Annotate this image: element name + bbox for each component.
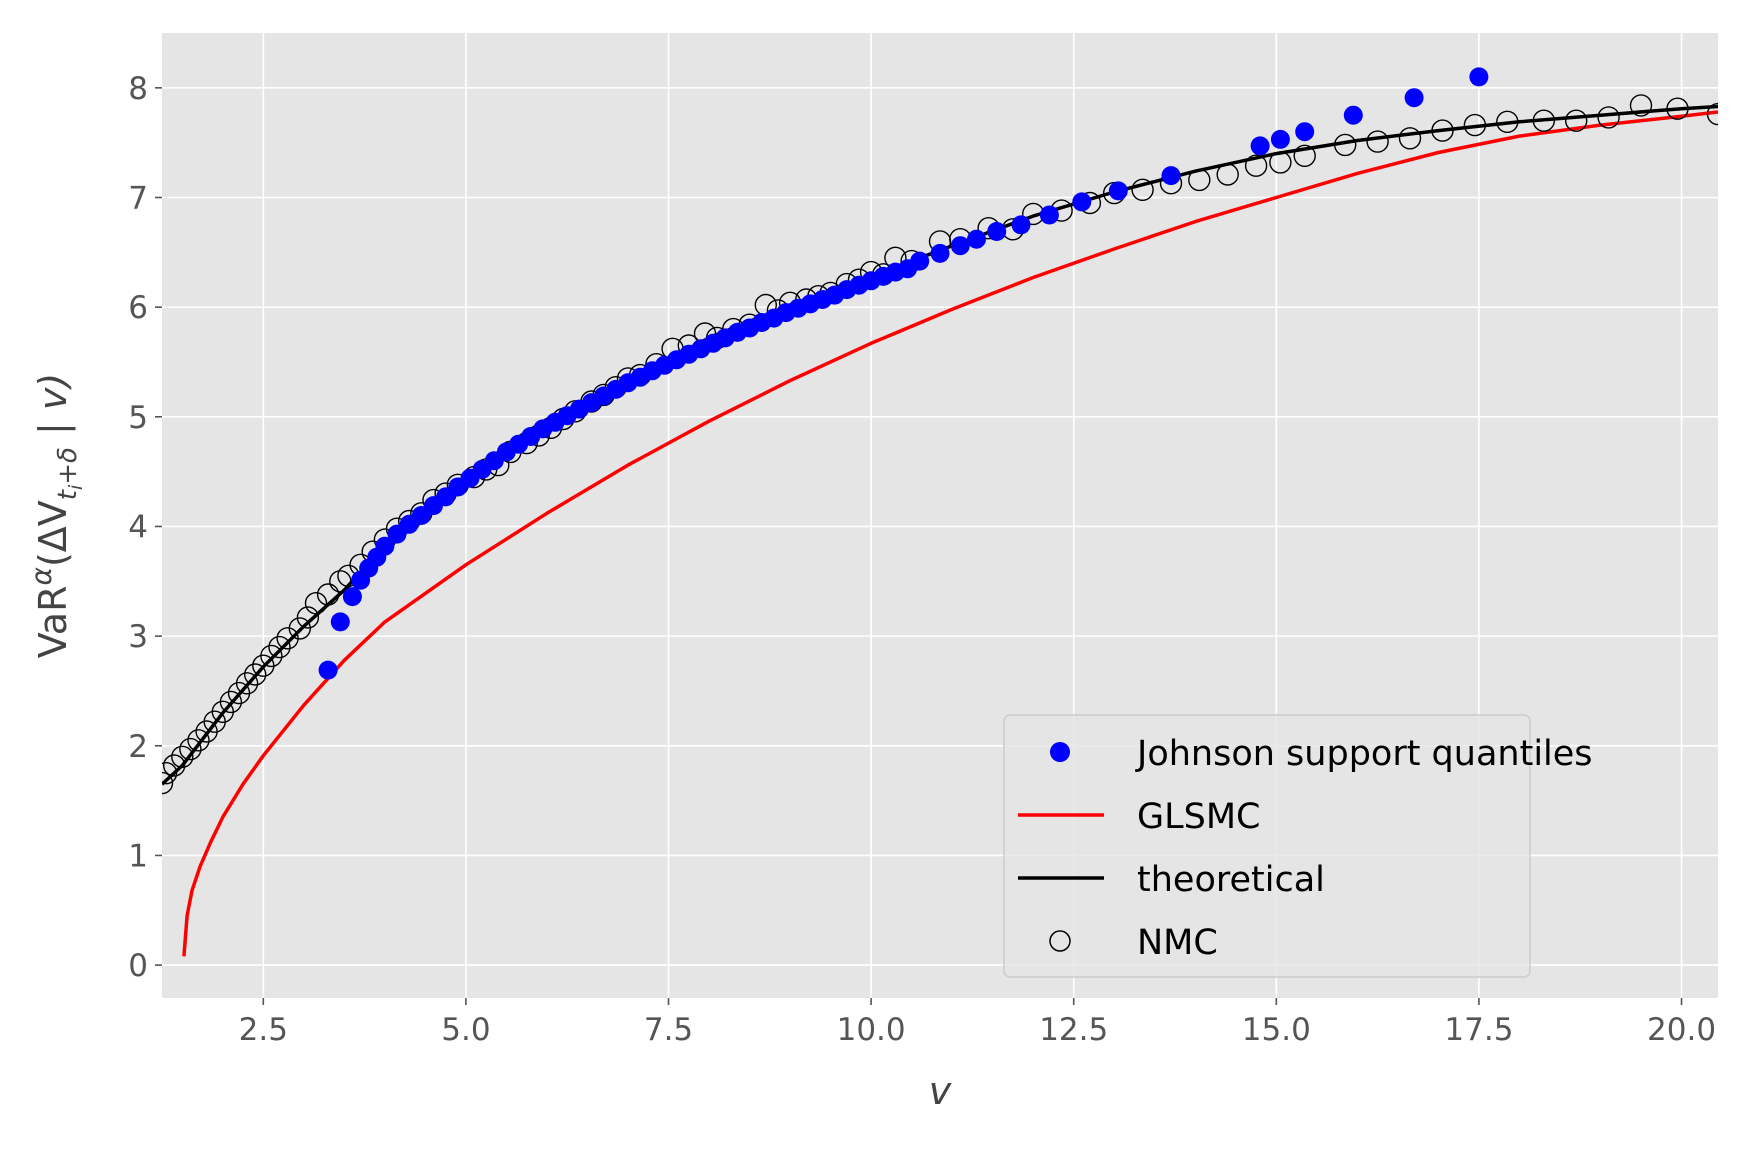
johnson-support-quantiles-point (1343, 105, 1363, 125)
series-johnson-support-quantiles (318, 67, 1489, 680)
y-axis-label: VaRα(ΔVti+δ | v) (25, 373, 87, 659)
y-tick-label: 0 (128, 948, 148, 984)
legend-marker-nmc (1049, 930, 1071, 952)
x-tick-label: 20.0 (1647, 1012, 1716, 1048)
johnson-support-quantiles-point (375, 536, 395, 556)
nmc-point (1366, 130, 1389, 153)
johnson-support-quantiles-point (330, 612, 350, 632)
johnson-support-quantiles-point (1250, 136, 1270, 156)
nmc-point (219, 690, 243, 714)
x-axis: 2.5 5.0 7.5 10.0 12.5 15.0 17.5 20.0 (239, 998, 1716, 1048)
johnson-support-quantiles-point (950, 236, 970, 256)
nmc-point (1269, 151, 1292, 174)
nmc-point (162, 762, 178, 785)
y-tick-label: 3 (128, 619, 148, 655)
y-tick-label: 1 (128, 838, 148, 874)
series-layer (162, 67, 1718, 957)
johnson-support-quantiles-point (318, 660, 338, 680)
johnson-support-quantiles-point (1404, 88, 1424, 108)
grid (162, 33, 1718, 998)
x-tick-label: 15.0 (1242, 1012, 1311, 1048)
legend: Johnson support quantiles GLSMC theoreti… (1003, 714, 1593, 978)
johnson-support-quantiles-point (1072, 192, 1092, 212)
glsmc-line (182, 110, 1718, 957)
nmc-point (1398, 127, 1422, 150)
series-glsmc (182, 110, 1718, 957)
y-label-subscript-index: i (65, 484, 87, 490)
nmc-point (1597, 106, 1620, 129)
johnson-support-quantiles-point (1039, 205, 1059, 225)
y-axis: 0 1 2 3 4 5 6 7 8 (128, 71, 162, 984)
nmc-point (1431, 119, 1454, 142)
x-tick-label: 2.5 (239, 1012, 288, 1048)
nmc-point (1131, 178, 1154, 202)
x-tick-label: 10.0 (837, 1012, 906, 1048)
nmc-point (1293, 144, 1316, 168)
y-label-close: | v) (31, 373, 76, 447)
johnson-support-quantiles-point (1161, 166, 1181, 186)
x-tick-label: 5.0 (441, 1012, 490, 1048)
nmc-point (304, 592, 328, 615)
nmc-point (268, 635, 291, 659)
nmc-point (1463, 113, 1487, 137)
nmc-point (1564, 109, 1588, 132)
johnson-support-quantiles-point (967, 229, 986, 249)
nmc-point (1496, 110, 1519, 134)
nmc-point (1706, 102, 1718, 126)
y-tick-label: 4 (128, 509, 148, 545)
johnson-support-quantiles-point (342, 587, 362, 607)
y-label-superscript: α (25, 567, 58, 586)
legend-label-johnson: Johnson support quantiles (1135, 734, 1593, 774)
nmc-point (296, 606, 320, 629)
johnson-support-quantiles-point (1108, 181, 1128, 201)
nmc-point (187, 729, 210, 752)
x-tick-label: 17.5 (1444, 1012, 1513, 1048)
y-tick-label: 2 (128, 729, 148, 765)
johnson-support-quantiles-point (1011, 215, 1031, 235)
johnson-support-quantiles-point (1469, 67, 1489, 87)
y-tick-label: 8 (128, 71, 148, 107)
x-tick-label: 7.5 (644, 1012, 693, 1048)
y-label-prefix: VaR (31, 586, 75, 659)
legend-marker-johnson (1050, 742, 1070, 762)
legend-box (1003, 714, 1531, 978)
nmc-point (260, 644, 283, 668)
y-tick-label: 7 (128, 180, 148, 216)
nmc-point (1216, 163, 1239, 186)
nmc-point (329, 570, 352, 593)
y-tick-label: 6 (128, 290, 148, 326)
johnson-support-quantiles-point (910, 251, 930, 271)
nmc-point (1188, 168, 1211, 192)
legend-label-theoretical: theoretical (1137, 860, 1325, 900)
nmc-point (1666, 97, 1689, 120)
y-label-subscript: t (53, 489, 83, 500)
nmc-point (1244, 154, 1268, 177)
legend-label-nmc: NMC (1137, 923, 1218, 963)
x-axis-label: v (929, 1069, 952, 1113)
johnson-support-quantiles-point (930, 243, 950, 263)
nmc-point (179, 737, 202, 761)
johnson-support-quantiles-point (987, 222, 1007, 241)
johnson-support-quantiles-point (1270, 129, 1290, 149)
nmc-point (162, 754, 186, 777)
y-tick-label: 5 (128, 400, 148, 436)
nmc-point (235, 672, 259, 695)
nmc-point (162, 771, 174, 795)
nmc-point (316, 583, 340, 606)
y-label-subscript-tail: +δ (53, 447, 83, 485)
nmc-point (171, 745, 194, 768)
legend-label-glsmc: GLSMC (1137, 797, 1260, 837)
nmc-point (243, 663, 267, 686)
nmc-point (1333, 133, 1357, 157)
johnson-support-quantiles-point (1295, 122, 1315, 142)
y-label-open: (ΔV (31, 500, 75, 567)
x-tick-label: 12.5 (1039, 1012, 1108, 1048)
nmc-point (1629, 94, 1653, 117)
nmc-point (1532, 109, 1556, 132)
